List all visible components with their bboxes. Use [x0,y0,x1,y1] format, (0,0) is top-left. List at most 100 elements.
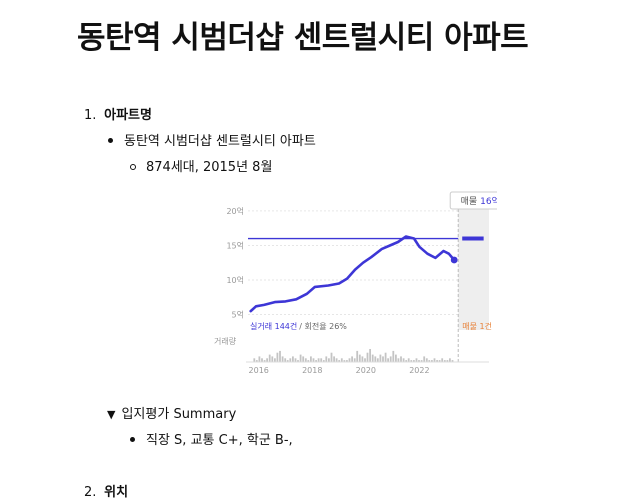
volume-bar [431,360,433,362]
volume-bar [279,350,281,362]
volume-bar [286,360,289,362]
summary-item: 직장 S, 교통 C+, 학군 B-, [130,429,293,448]
volume-bar [348,358,351,362]
listing-shade-area [458,204,489,330]
volume-bar [425,358,428,362]
volume-bar [384,352,387,362]
apartment-name-text: 동탄역 시범더샵 센트럴시티 아파트 [124,134,316,149]
y-tick-label: 10억 [226,275,244,285]
volume-bar [346,360,348,362]
volume-bar [428,360,431,362]
volume-bar [438,360,441,362]
volume-bar [443,360,446,362]
volume-bar [317,358,320,362]
volume-bar [389,356,392,362]
disc-bullet-icon [130,437,135,442]
triangle-down-icon: ▼ [107,408,116,421]
summary-toggle[interactable]: ▼ 입지평가 Summary [107,403,236,422]
volume-bar [361,356,364,362]
volume-bar [353,358,356,362]
apartment-detail-item: 874세대, 2015년 8월 [130,156,272,175]
x-tick-label: 2016 [249,366,269,375]
y-tick-label: 20억 [226,206,244,216]
volume-bar [366,352,369,362]
volume-bar [436,360,438,362]
volume-bar [255,360,258,362]
volume-bar [312,358,315,362]
volume-bar [407,358,410,362]
volume-bar [299,354,302,362]
section-number: 2. [84,485,97,500]
trade-count-label: 실거래 144건 [250,321,297,331]
volume-bar [263,360,266,362]
volume-bar [302,356,305,362]
section-apartment-name: 1. 아파트명 [84,104,152,123]
volume-bar [320,358,323,362]
summary-text: 직장 S, 교통 C+, 학군 B-, [146,433,293,448]
volume-bar [397,358,400,362]
volume-bar [276,352,279,362]
turnover-label: / 회전율 26% [299,321,347,331]
volume-bar [415,358,418,362]
y-tick-label: 5억 [232,310,244,320]
volume-bar [330,352,333,362]
volume-bar [261,358,263,362]
trade-stats-label: 실거래 144건 / 회전율 26% [250,321,347,331]
apartment-detail-text: 874세대, 2015년 8월 [146,160,273,175]
volume-bar [335,358,338,362]
volume-bar [446,360,449,362]
volume-bar [376,358,379,362]
price-series-line [249,235,456,313]
volume-bar [371,354,374,362]
volume-bar [382,356,384,362]
volume-bar [449,358,451,362]
volume-bar [266,358,268,362]
x-tick-label: 2020 [356,366,376,375]
disc-bullet-icon [108,138,113,143]
x-tick-label: 2022 [409,366,429,375]
latest-price-point [450,256,458,264]
volume-bar [410,360,413,362]
volume-bar [405,360,408,362]
volume-bar [253,358,256,362]
volume-bar [304,358,307,362]
volume-bar [369,349,371,362]
volume-bar [258,356,261,362]
volume-bar [322,360,325,362]
volume-bar [274,358,276,362]
volume-bar [307,360,310,362]
volume-bar [281,356,284,362]
volume-bar [297,360,299,362]
listing-label-value: 16억 [480,195,497,207]
listing-count-label: 매물 1건 [462,321,492,331]
summary-toggle-label: 입지평가 Summary [121,407,237,422]
volume-bar [395,354,397,362]
volume-bar [271,356,274,362]
volume-bar [364,358,366,362]
volume-bar [451,360,454,362]
volume-bar [392,350,395,362]
volume-bar [379,354,382,362]
volume-bar [284,358,287,362]
page-title: 동탄역 시범더샵 센트럴시티 아파트 [77,20,529,56]
volume-bar [387,358,389,362]
volume-bar [400,356,402,362]
volume-bar [343,360,346,362]
volume-bar [338,360,341,362]
volume-bar [328,358,330,362]
circle-bullet-icon [130,163,136,170]
volume-bar [351,356,353,362]
apartment-name-item: 동탄역 시범더샵 센트럴시티 아파트 [108,130,316,149]
section-location: 2. 위치 [84,481,128,500]
volume-bar [433,358,436,362]
volume-bar [423,356,426,362]
volume-bar [310,356,312,362]
volume-label: 거래량 [214,336,237,346]
volume-bar [402,358,405,362]
volume-bar [315,360,317,362]
listing-price-callout [449,191,497,210]
section-label: 위치 [104,485,129,500]
volume-bar [420,360,423,362]
volume-bar [356,350,359,362]
